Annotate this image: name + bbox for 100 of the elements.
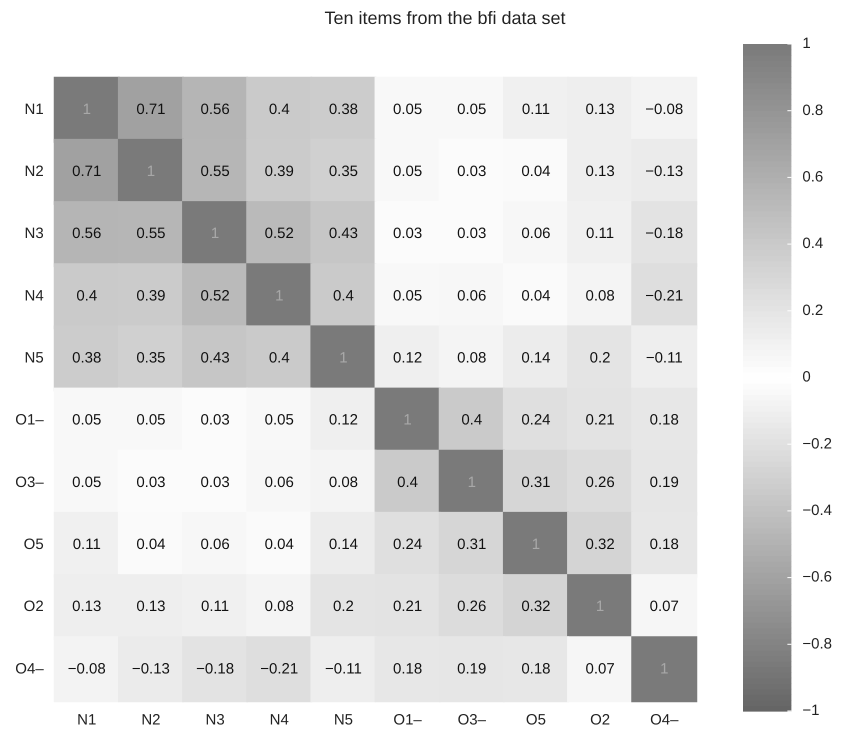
data-label: 0.13 [72,598,102,616]
data-label: 0.05 [72,474,102,491]
data-label: −0.18 [196,660,234,678]
data-label: 0.52 [200,287,230,304]
data-label: 0.18 [392,660,422,678]
data-label: 0.08 [585,287,615,304]
data-label: 0.06 [521,225,551,242]
data-label: 0.26 [585,474,615,491]
data-label: −0.18 [645,225,684,242]
y-tick-label: N5 [24,350,44,367]
data-label: 0.32 [521,598,551,616]
data-label: 0.08 [264,598,294,616]
data-label: 0.03 [392,225,422,242]
x-tick-label: O1– [393,711,422,728]
data-label: 0.03 [200,412,230,429]
data-label: 0.18 [650,536,679,554]
data-label: 0.24 [392,536,422,554]
data-label: 0.11 [586,225,614,242]
data-label: 0.04 [264,536,294,554]
data-label: 0.21 [392,598,422,616]
x-tick-label: N3 [205,711,225,728]
data-label: 0.03 [457,163,486,180]
data-label: 0.11 [72,536,101,554]
data-label: 0.4 [461,412,482,429]
data-label: 0.39 [136,287,166,304]
color-bar-label: −0.8 [802,635,832,652]
data-label: −0.13 [132,660,170,678]
data-label: 0.55 [200,163,230,180]
color-bar-label: −1 [802,702,820,720]
data-label: 0.05 [392,287,422,304]
data-label: 0.39 [264,163,294,180]
color-bar-label: −0.4 [802,502,832,520]
data-label: 0.31 [521,474,551,491]
color-bar-label: −0.6 [802,568,832,586]
data-label: 0.03 [200,474,230,491]
data-label: 0.2 [590,350,611,367]
data-label: 0.04 [521,287,551,304]
data-label: −0.11 [646,350,683,367]
data-label: 0.19 [650,474,679,491]
data-label: 0.18 [521,660,551,678]
color-bar-label: 0.2 [802,302,824,319]
data-label: 0.18 [650,412,679,429]
data-label: 0.11 [522,100,550,118]
data-label: 0.35 [136,350,166,367]
data-label: −0.08 [645,100,684,118]
data-label: 0.06 [200,536,230,554]
color-bar-label: 0.4 [802,235,824,252]
data-label: 0.05 [72,412,102,429]
data-label: 0.71 [72,163,102,180]
data-label: −0.21 [645,287,684,304]
y-tick-label: O5 [24,536,44,554]
data-label: 0.13 [585,163,615,180]
data-label: 0.26 [457,598,486,616]
y-tick-label: N3 [24,225,44,242]
data-label: 0.43 [200,350,230,367]
data-label: 0.08 [457,350,486,367]
data-label: 0.4 [332,287,354,304]
data-label: 0.11 [201,598,230,616]
x-tick-label: N2 [141,711,161,728]
data-label: 0.2 [332,598,354,616]
data-label: 0.07 [650,598,679,616]
data-label: 0.32 [585,536,615,554]
data-label: −0.11 [324,660,362,678]
data-label: 0.38 [328,100,358,118]
data-label: 0.56 [200,100,230,118]
x-tick-label: O5 [526,711,546,728]
data-label: 0.06 [264,474,294,491]
data-label: 0.38 [72,350,102,367]
data-label: 0.31 [457,536,486,554]
x-tick-label: N5 [334,711,354,728]
data-label: 0.12 [328,412,358,429]
y-tick-label: O2 [24,598,44,616]
data-label: 0.07 [585,660,615,678]
y-tick-label: N2 [24,163,44,180]
data-label: 0.21 [585,412,615,429]
data-label: 0.4 [397,474,418,491]
data-label: 0.05 [457,100,486,118]
data-label: 0.13 [136,598,166,616]
data-label: 0.13 [585,100,615,118]
data-label: 0.55 [136,225,166,242]
data-label: 0.4 [268,100,290,118]
data-label: 0.12 [392,350,422,367]
x-tick-label: N1 [77,711,96,728]
x-tick-label: O4– [650,711,680,728]
y-tick-label: N4 [24,287,44,304]
data-label: 0.06 [457,287,486,304]
data-label: 0.04 [136,536,166,554]
x-tick-label: O2 [590,711,610,728]
data-label: 0.4 [76,287,98,304]
data-label: 0.05 [136,412,166,429]
data-label: −0.08 [68,660,106,678]
color-bar-label: 1 [802,35,811,52]
x-tick-label: N4 [270,711,289,728]
data-label: −0.21 [260,660,298,678]
data-label: 0.03 [136,474,166,491]
color-bar-label: 0.6 [802,168,824,186]
chart-title: Ten items from the bfi data set [323,8,567,30]
data-label: 0.43 [328,225,358,242]
data-label: 0.24 [521,412,551,429]
color-bar-label: −0.2 [802,435,832,452]
